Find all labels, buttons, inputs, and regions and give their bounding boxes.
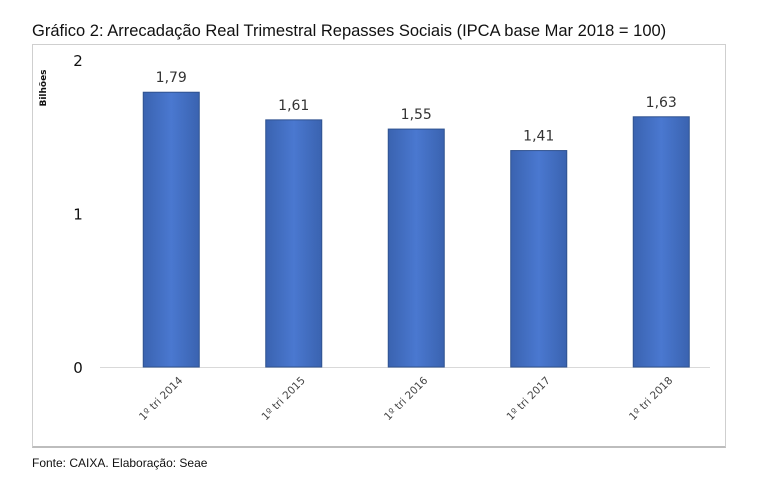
source-note: Fonte: CAIXA. Elaboração: Seae	[32, 456, 208, 470]
bar	[387, 128, 445, 368]
y-tick-label: 0	[73, 359, 83, 377]
x-tick-label: 1º tri 2018	[627, 375, 675, 423]
x-tick-label: 1º tri 2017	[505, 375, 553, 423]
y-tick-label: 1	[73, 206, 83, 224]
data-label: 1,79	[156, 70, 187, 86]
bar	[632, 116, 690, 368]
data-label: 1,55	[401, 107, 432, 123]
x-tick-label: 1º tri 2015	[260, 375, 308, 423]
chart-title: Gráfico 2: Arrecadação Real Trimestral R…	[32, 22, 667, 40]
y-axis-label: Bilhões	[39, 69, 49, 106]
bar	[142, 91, 200, 368]
data-label: 1,61	[278, 98, 309, 114]
chart-frame	[32, 44, 726, 448]
bar	[510, 150, 568, 368]
bar	[265, 119, 323, 368]
data-label: 1,63	[646, 95, 677, 111]
x-tick-label: 1º tri 2016	[382, 374, 431, 423]
data-label: 1,41	[523, 129, 554, 145]
y-tick-label: 2	[73, 52, 83, 70]
x-tick-label: 1º tri 2014	[137, 374, 186, 423]
